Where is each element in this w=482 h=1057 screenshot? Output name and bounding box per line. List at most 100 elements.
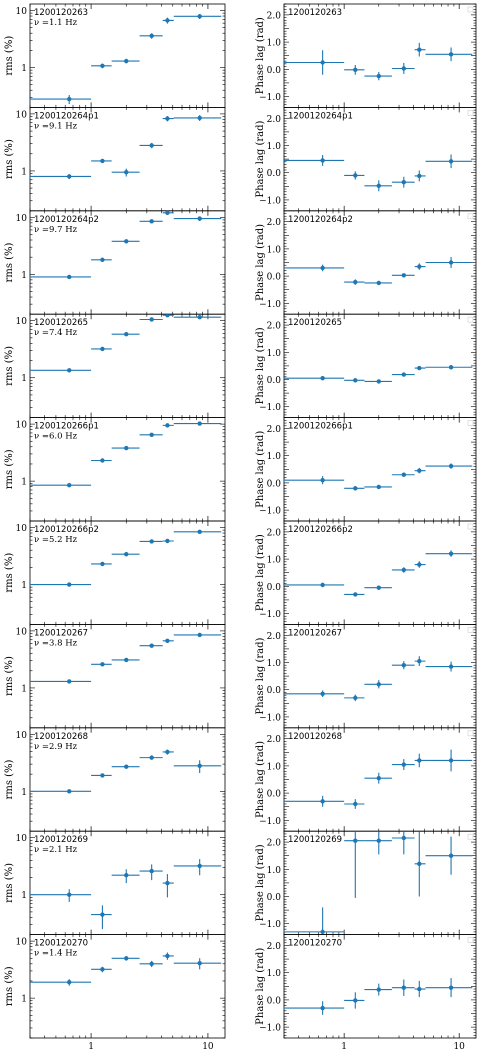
data-point bbox=[67, 789, 72, 794]
x-tick-label: 10 bbox=[453, 1042, 465, 1052]
data-point bbox=[165, 953, 170, 959]
axes-frame bbox=[283, 520, 477, 625]
data-point bbox=[353, 486, 358, 491]
axes-frame bbox=[283, 417, 477, 522]
axes-frame bbox=[283, 3, 477, 108]
data-point bbox=[353, 173, 358, 178]
legend-box bbox=[467, 420, 474, 426]
data-point bbox=[100, 967, 105, 972]
data-points bbox=[284, 257, 473, 286]
y-tick-label: 1 bbox=[21, 167, 27, 177]
data-point bbox=[401, 663, 407, 668]
data-point bbox=[320, 799, 325, 804]
obs-id-label: 1200120266p1 bbox=[288, 422, 353, 432]
data-point bbox=[124, 331, 129, 337]
data-point bbox=[376, 838, 381, 843]
y-tick-label: 2.0 bbox=[267, 735, 282, 745]
data-point bbox=[197, 14, 202, 19]
y-tick-label: 10 bbox=[16, 421, 28, 431]
data-point bbox=[67, 368, 72, 373]
data-point bbox=[448, 159, 454, 164]
data-point bbox=[448, 853, 454, 858]
y-tick-label: −1.0 bbox=[259, 403, 281, 413]
frequency-label: ν =1.1 Hz bbox=[34, 18, 78, 28]
data-point bbox=[149, 643, 154, 648]
obs-id-label: 1200120263 bbox=[34, 8, 88, 18]
data-point bbox=[124, 873, 129, 878]
y-tick-label: 1 bbox=[21, 891, 27, 901]
y-axis-label: Phase lag (rad) bbox=[255, 948, 266, 1025]
y-tick-label: 1.0 bbox=[267, 349, 282, 359]
data-point bbox=[197, 632, 202, 638]
data-point bbox=[67, 174, 72, 179]
data-point bbox=[320, 375, 325, 381]
data-point bbox=[165, 749, 170, 755]
y-axis-label: rms (%) bbox=[4, 139, 15, 179]
data-point bbox=[401, 66, 407, 71]
data-point bbox=[417, 861, 422, 867]
y-tick-label: 10 bbox=[16, 627, 28, 637]
y-axis-label: rms (%) bbox=[4, 346, 15, 386]
axes-frame bbox=[283, 934, 477, 1039]
data-point bbox=[417, 365, 422, 371]
y-tick-label: 2.0 bbox=[267, 218, 282, 228]
data-point bbox=[67, 274, 72, 280]
y-axis-label: rms (%) bbox=[4, 553, 15, 593]
y-axis-label: rms (%) bbox=[4, 863, 15, 903]
y-tick-label: 2.0 bbox=[267, 322, 282, 332]
y-tick-label: 10 bbox=[16, 317, 28, 327]
data-point bbox=[376, 379, 381, 384]
y-axis-label: Phase lag (rad) bbox=[255, 431, 266, 508]
data-points bbox=[284, 978, 473, 1015]
data-points bbox=[30, 210, 222, 280]
data-point bbox=[100, 561, 105, 567]
data-point bbox=[376, 484, 381, 490]
data-points bbox=[284, 656, 473, 702]
y-tick-label: 10 bbox=[16, 731, 28, 741]
data-point bbox=[353, 592, 358, 597]
data-point bbox=[149, 33, 154, 39]
x-tick-label: 1 bbox=[88, 1042, 94, 1052]
y-axis-label: rms (%) bbox=[4, 242, 15, 282]
data-point bbox=[165, 314, 170, 318]
obs-id-label: 1200120267 bbox=[288, 628, 342, 638]
y-tick-label: 0.0 bbox=[267, 169, 282, 179]
data-points bbox=[30, 115, 222, 180]
y-tick-label: −1.0 bbox=[259, 1024, 281, 1034]
y-tick-label: 1.0 bbox=[267, 866, 282, 876]
data-point bbox=[197, 216, 202, 221]
data-points bbox=[30, 749, 222, 794]
y-tick-label: 10 bbox=[16, 938, 28, 948]
data-point bbox=[320, 691, 325, 696]
legend-box bbox=[467, 110, 474, 116]
obs-id-label: 1200120264p2 bbox=[288, 215, 353, 225]
data-point bbox=[320, 265, 325, 271]
data-point bbox=[124, 239, 129, 244]
data-point bbox=[165, 538, 170, 544]
data-points bbox=[30, 314, 222, 373]
y-tick-label: −1.0 bbox=[259, 300, 281, 310]
data-point bbox=[165, 880, 170, 886]
y-tick-label: 2.0 bbox=[267, 942, 282, 952]
data-point bbox=[320, 1005, 325, 1011]
data-point bbox=[417, 758, 422, 763]
data-point bbox=[417, 562, 422, 567]
data-point bbox=[401, 180, 407, 185]
data-point bbox=[448, 260, 454, 265]
frequency-label: ν =7.4 Hz bbox=[34, 328, 78, 338]
y-tick-label: 10 bbox=[16, 834, 28, 844]
y-tick-label: 2.0 bbox=[267, 839, 282, 849]
data-point bbox=[353, 838, 358, 843]
data-points bbox=[284, 749, 473, 809]
y-tick-label: 1 bbox=[21, 64, 27, 74]
frequency-label: ν =5.2 Hz bbox=[34, 535, 78, 545]
data-point bbox=[100, 257, 105, 262]
y-tick-label: 10 bbox=[16, 524, 28, 534]
y-tick-label: 1.0 bbox=[267, 39, 282, 49]
y-axis-label: rms (%) bbox=[4, 966, 15, 1006]
data-point bbox=[197, 763, 202, 769]
